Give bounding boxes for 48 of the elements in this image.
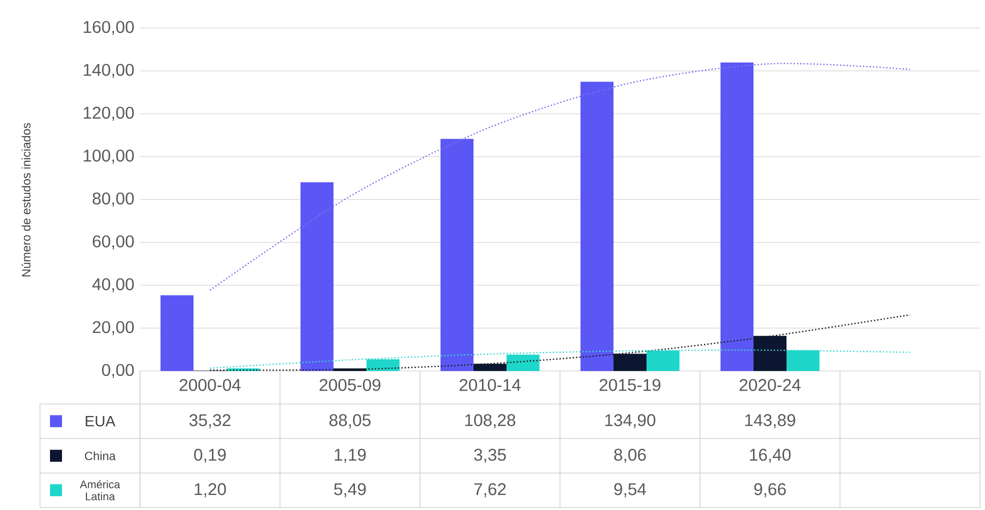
y-tick-label: 100,00 <box>84 150 134 164</box>
line-series <box>209 314 911 371</box>
y-tick-label: 40,00 <box>92 278 134 292</box>
x-tick-label: 2020-24 <box>740 378 801 392</box>
data-label: 134,90 <box>605 414 656 428</box>
y-tick-label: 160,00 <box>84 20 134 36</box>
data-label: 8,06 <box>614 448 646 463</box>
data-label: 16,40 <box>750 448 791 463</box>
legend-label: China <box>84 451 116 460</box>
data-label: 143,89 <box>745 414 796 428</box>
bar <box>300 182 334 371</box>
data-label: 5,49 <box>334 483 366 498</box>
y-tick-label: 20,00 <box>92 321 134 336</box>
data-label: 1,19 <box>334 448 366 463</box>
bar <box>506 354 540 371</box>
bar <box>160 295 194 371</box>
data-label: 108,28 <box>465 414 516 428</box>
x-tick-label: 2010-14 <box>460 378 521 392</box>
data-label: 0,19 <box>194 448 226 463</box>
y-tick-label: 80,00 <box>92 192 134 207</box>
y-tick-label: 120,00 <box>84 106 134 121</box>
x-tick-label: 2015-19 <box>600 378 660 392</box>
line-series <box>209 62 911 291</box>
data-label: 3,35 <box>474 448 506 463</box>
data-label: 35,32 <box>189 414 230 428</box>
bar <box>474 364 507 371</box>
data-label: 9,54 <box>614 483 646 498</box>
data-label: 7,62 <box>474 483 506 498</box>
bar <box>580 82 614 371</box>
bar <box>720 62 754 371</box>
data-label: 88,05 <box>329 414 371 428</box>
bar <box>754 336 786 371</box>
legend-label: América Latina <box>80 480 120 500</box>
bar <box>646 350 680 371</box>
y-tick-label: 140,00 <box>84 64 134 78</box>
legend-label: EUA <box>86 416 116 426</box>
data-label: 9,66 <box>754 483 786 498</box>
y-tick-label: 0,00 <box>102 364 134 378</box>
y-tick-label: 60,00 <box>92 235 134 250</box>
data-label: 1,20 <box>194 483 226 498</box>
line-series <box>209 349 911 369</box>
bar <box>786 350 820 371</box>
bar <box>614 354 646 371</box>
y-axis-title: Número de estudos iniciados <box>22 123 30 276</box>
bar <box>366 359 400 371</box>
x-tick-label: 2000-04 <box>180 378 241 392</box>
bar <box>440 138 474 371</box>
x-tick-label: 2005-09 <box>320 378 380 392</box>
